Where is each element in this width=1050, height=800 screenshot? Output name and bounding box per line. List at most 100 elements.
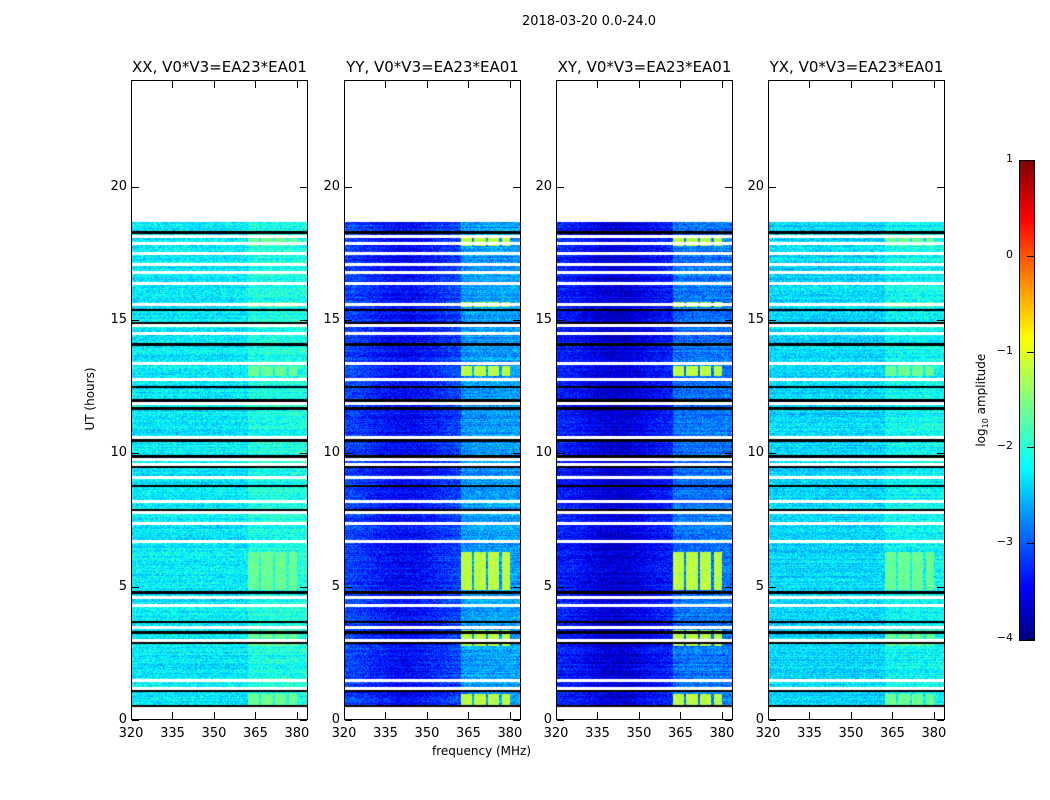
colorbar-label: log10 amplitude (973, 353, 991, 447)
colorbar-tick (1027, 160, 1034, 161)
y-tick (557, 720, 564, 721)
colorbar-tick-label: 0 (1006, 247, 1013, 261)
y-tick (725, 720, 732, 721)
y-tick-label: 0 (118, 712, 127, 727)
x-tick-label: 380 (284, 726, 310, 741)
x-tick (768, 712, 769, 719)
x-tick (131, 81, 132, 88)
axes-frame (768, 80, 945, 720)
x-tick (680, 81, 682, 88)
y-tick (300, 720, 307, 721)
x-tick (213, 712, 215, 719)
x-tick (638, 712, 640, 719)
x-tick (213, 81, 215, 88)
x-tick (892, 712, 894, 719)
y-tick-label: 10 (535, 445, 552, 461)
x-tick (385, 81, 387, 88)
y-tick (725, 186, 732, 188)
y-tick (769, 453, 776, 455)
x-tick (809, 81, 811, 88)
y-tick (513, 720, 520, 721)
colorbar-tick (1027, 351, 1034, 353)
panel-title: XY, V0*V3=EA23*EA01 (557, 58, 732, 76)
y-tick (937, 586, 944, 588)
x-tick (721, 712, 723, 719)
heatmap-image (556, 80, 733, 720)
x-tick-label: 350 (838, 726, 864, 741)
x-tick (509, 712, 511, 719)
x-tick-label: 365 (668, 726, 693, 741)
y-tick (132, 320, 139, 321)
x-tick (172, 81, 174, 88)
y-tick (557, 186, 564, 188)
y-tick-label: 5 (118, 578, 127, 594)
x-tick (597, 81, 599, 88)
y-tick (937, 186, 944, 188)
x-tick-label: 365 (880, 726, 905, 741)
x-tick-label: 335 (373, 726, 398, 741)
y-tick (557, 453, 564, 455)
colorbar-tick-label: −2 (996, 439, 1013, 453)
y-tick (345, 720, 352, 721)
colorbar-tick-label: 1 (1006, 152, 1013, 165)
y-tick (345, 586, 352, 588)
y-tick (132, 186, 139, 188)
x-tick-label: 365 (243, 726, 268, 741)
spectrogram-panel: XY, V0*V3=EA23*EA01 320 335 350 365 380 0 5 10 15… (535, 58, 734, 741)
y-tick (557, 586, 564, 588)
y-tick (769, 720, 776, 721)
x-tick (255, 712, 257, 719)
x-tick-label: 350 (414, 726, 440, 741)
y-tick-label: 5 (331, 578, 340, 594)
x-tick (597, 712, 599, 719)
axes-frame (556, 80, 733, 720)
y-tick-label: 15 (535, 312, 552, 327)
x-tick-label: 320 (331, 726, 357, 741)
y-tick-label: 15 (110, 312, 127, 327)
y-tick-label: 5 (755, 578, 764, 594)
y-tick (937, 320, 944, 321)
x-tick (426, 81, 428, 88)
panel-title: YX, V0*V3=EA23*EA01 (769, 58, 944, 76)
colorbar-tick (1027, 639, 1034, 640)
y-tick (345, 453, 352, 455)
y-tick (769, 586, 776, 588)
x-tick (933, 81, 935, 88)
y-tick (300, 186, 307, 188)
x-tick (172, 712, 174, 719)
y-tick-label: 20 (747, 178, 764, 194)
y-tick (513, 320, 520, 321)
x-tick (468, 712, 470, 719)
heatmap-image (131, 80, 308, 720)
x-tick (638, 81, 640, 88)
y-tick-label: 0 (755, 712, 764, 727)
x-tick-label: 335 (160, 726, 185, 741)
spectrogram-panel: YX, V0*V3=EA23*EA01 320 335 350 365 380 0 5 10 15… (747, 58, 946, 741)
x-tick-label: 365 (456, 726, 481, 741)
panel-title: YY, V0*V3=EA23*EA01 (346, 58, 519, 76)
y-tick-label: 10 (747, 445, 764, 461)
y-tick-label: 20 (535, 178, 552, 194)
y-tick (132, 453, 139, 455)
y-tick-label: 15 (323, 312, 340, 327)
y-tick (513, 186, 520, 188)
axes-frame (131, 80, 308, 720)
x-tick (296, 712, 298, 719)
x-tick-label: 350 (201, 726, 227, 741)
x-tick (556, 712, 557, 719)
figure-title: 2018-03-20 0.0-24.0 (522, 14, 656, 29)
axes-frame (344, 80, 521, 720)
spectrogram-panel: XX, V0*V3=EA23*EA01 320 335 350 365 380 0 5 10 15… (110, 58, 309, 741)
x-tick (426, 712, 428, 719)
x-tick (344, 712, 345, 719)
colorbar-tick-label: −1 (996, 343, 1013, 357)
y-tick (345, 320, 352, 321)
x-tick (850, 712, 852, 719)
y-tick (513, 586, 520, 588)
x-tick-label: 380 (497, 726, 523, 741)
x-tick-label: 380 (709, 726, 735, 741)
heatmap-image (768, 80, 945, 720)
y-tick (300, 320, 307, 321)
x-tick-label: 320 (118, 726, 144, 741)
